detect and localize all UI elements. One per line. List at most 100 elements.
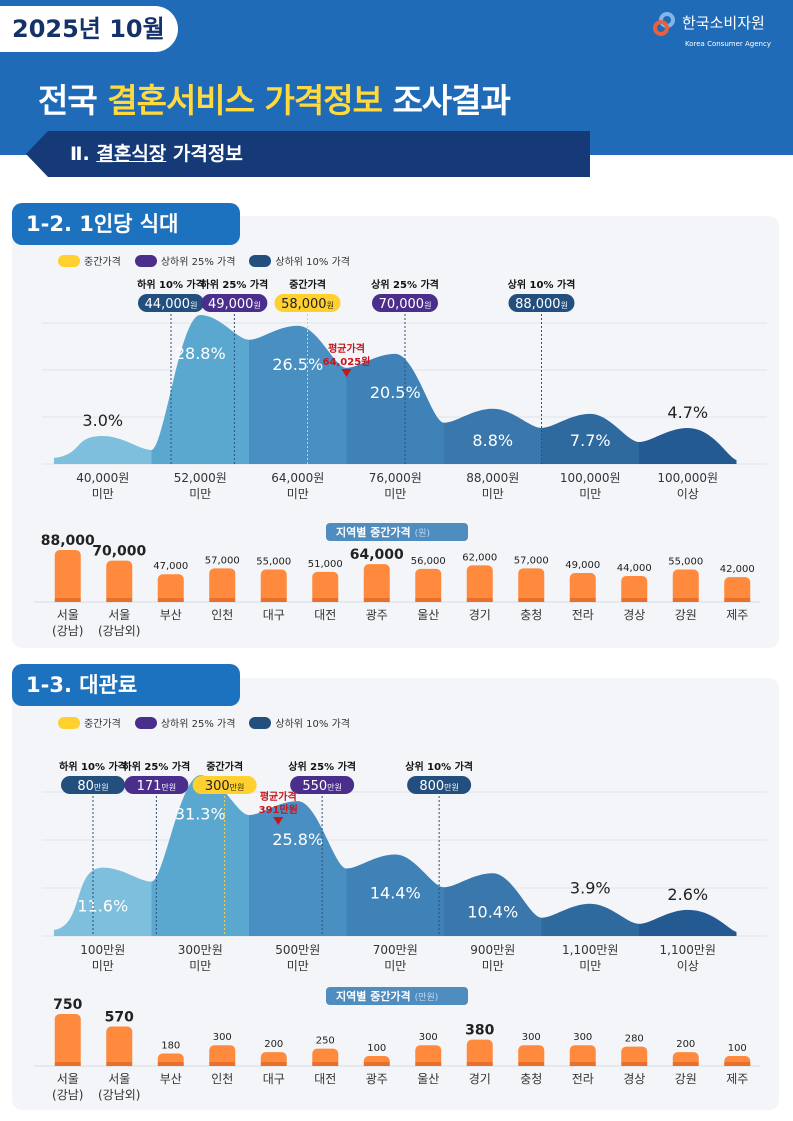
percentile-value: 300만원 [205, 779, 245, 794]
percentile-marker-title: 중간가격 [289, 278, 326, 291]
region-label: 서울 [108, 1072, 130, 1086]
regional-bar [106, 560, 133, 602]
percentile-pill [138, 294, 204, 312]
category-label: 300만원 [178, 943, 223, 957]
venue-section-title: 1-3. 대관료 [12, 664, 240, 706]
area-value-label: 26.5% [272, 355, 323, 374]
region-label: 서울 [108, 608, 130, 622]
region-label: 부산 [160, 608, 182, 622]
region-label: 울산 [417, 1072, 439, 1086]
percentile-pill [508, 294, 575, 312]
regional-bar [260, 569, 287, 602]
category-label: 100,000원 [657, 471, 718, 485]
regional-bar [621, 1046, 648, 1066]
region-label: 제주 [726, 1072, 748, 1086]
region-label: 대구 [263, 608, 285, 622]
area-band [541, 775, 640, 936]
regional-bar [312, 571, 339, 602]
category-label: 미만 [92, 487, 114, 501]
page-header: 2025년 10월 한국소비자원 Korea Consumer Agency 전… [0, 0, 793, 155]
category-label: 이상 [677, 959, 699, 973]
logo-korean-name: 한국소비자원 [682, 14, 765, 32]
category-label: 미만 [92, 959, 114, 973]
region-label: 인천 [211, 1071, 233, 1086]
legend-decile-label: 상하위 10% 가격 [275, 719, 350, 730]
report-date: 2025년 10월 [0, 6, 178, 52]
region-label: 강원 [675, 608, 697, 622]
category-label: 100만원 [80, 943, 125, 957]
percentile-marker-title: 상위 25% 가격 [288, 760, 356, 773]
regional-value-label: 55,000 [256, 557, 291, 568]
percentile-pill [201, 294, 268, 312]
section-number: Ⅱ. [70, 143, 97, 165]
venue-fee-chart: 11.6% 31.3% 25.8% 14.4% 10.4% 3.9% 2.6% 100만원미만… [34, 760, 767, 1102]
category-label: 미만 [482, 959, 504, 973]
average-pointer-icon [273, 817, 284, 825]
regional-bar [54, 550, 81, 602]
regional-value-label: 300 [573, 1032, 592, 1043]
category-label: 64,000원 [271, 471, 324, 485]
median-swatch-icon [58, 254, 80, 267]
category-label: 이상 [677, 487, 699, 501]
regional-bar-base [466, 1062, 493, 1066]
regional-bar [54, 1014, 81, 1066]
regional-bar [363, 564, 390, 602]
area-value-label: 31.3% [175, 804, 226, 823]
section-keyword: 결혼식장 [96, 143, 167, 165]
area-value-label: 3.0% [82, 411, 123, 430]
regional-value-label: 44,000 [617, 563, 652, 574]
regional-value-label: 100 [367, 1043, 386, 1054]
title-prefix: 전국 [38, 81, 108, 120]
legend-decile-label: 상하위 10% 가격 [275, 257, 350, 268]
percentile-pill [124, 776, 189, 794]
category-label: 미만 [384, 959, 406, 973]
regional-value-label: 57,000 [205, 555, 240, 566]
percentile-pill [290, 776, 355, 794]
regional-bar-base [260, 1062, 287, 1066]
logo-english-name: Korea Consumer Agency [685, 40, 771, 48]
category-label: 미만 [189, 487, 211, 501]
legend-median: 중간가격 [58, 715, 121, 730]
regional-bar [209, 1045, 236, 1066]
regional-bar [466, 1039, 493, 1066]
regional-bar-base [363, 1062, 390, 1066]
area-value-label: 25.8% [272, 830, 323, 849]
region-label: 경상 [623, 1072, 645, 1086]
regional-bar [157, 574, 184, 602]
percentile-value: 550만원 [302, 779, 342, 794]
category-label: 미만 [579, 487, 601, 501]
region-label: 제주 [726, 608, 748, 622]
regional-bar-base [54, 598, 81, 602]
percentile-value: 88,000원 [515, 297, 568, 312]
category-label: 미만 [579, 959, 601, 973]
regional-bar-base [621, 598, 648, 602]
percentile-value: 49,000원 [208, 297, 261, 312]
regional-bar [209, 568, 236, 602]
quartile-swatch-icon [134, 254, 157, 267]
category-label: 1,100만원 [562, 943, 618, 957]
regional-bar-base [209, 598, 236, 602]
percentile-value: 80만원 [77, 779, 108, 794]
regional-value-label: 380 [465, 1023, 494, 1039]
regional-value-label: 49,000 [565, 560, 600, 571]
area-band [639, 315, 737, 464]
average-price-value: 64,025원 [323, 355, 371, 368]
regional-value-label: 200 [676, 1039, 695, 1050]
regional-bar-base [415, 598, 442, 602]
region-label: 대전 [314, 608, 336, 622]
legend-decile: 상하위 10% 가격 [249, 715, 350, 730]
regional-bar [518, 568, 545, 602]
regional-bar-base [312, 598, 339, 602]
region-label: (강남외) [98, 624, 140, 638]
region-label: 충청 [520, 1072, 542, 1086]
regional-bar [466, 565, 493, 602]
region-label: (강남) [52, 624, 83, 638]
regional-bar [518, 1045, 545, 1066]
percentile-pill [372, 294, 438, 312]
area-band [54, 315, 152, 464]
percentile-value: 44,000원 [145, 297, 198, 312]
median-swatch-icon [58, 716, 80, 729]
area-value-label: 2.6% [667, 885, 708, 904]
region-label: 강원 [675, 1072, 697, 1086]
category-label: 76,000원 [369, 471, 422, 485]
